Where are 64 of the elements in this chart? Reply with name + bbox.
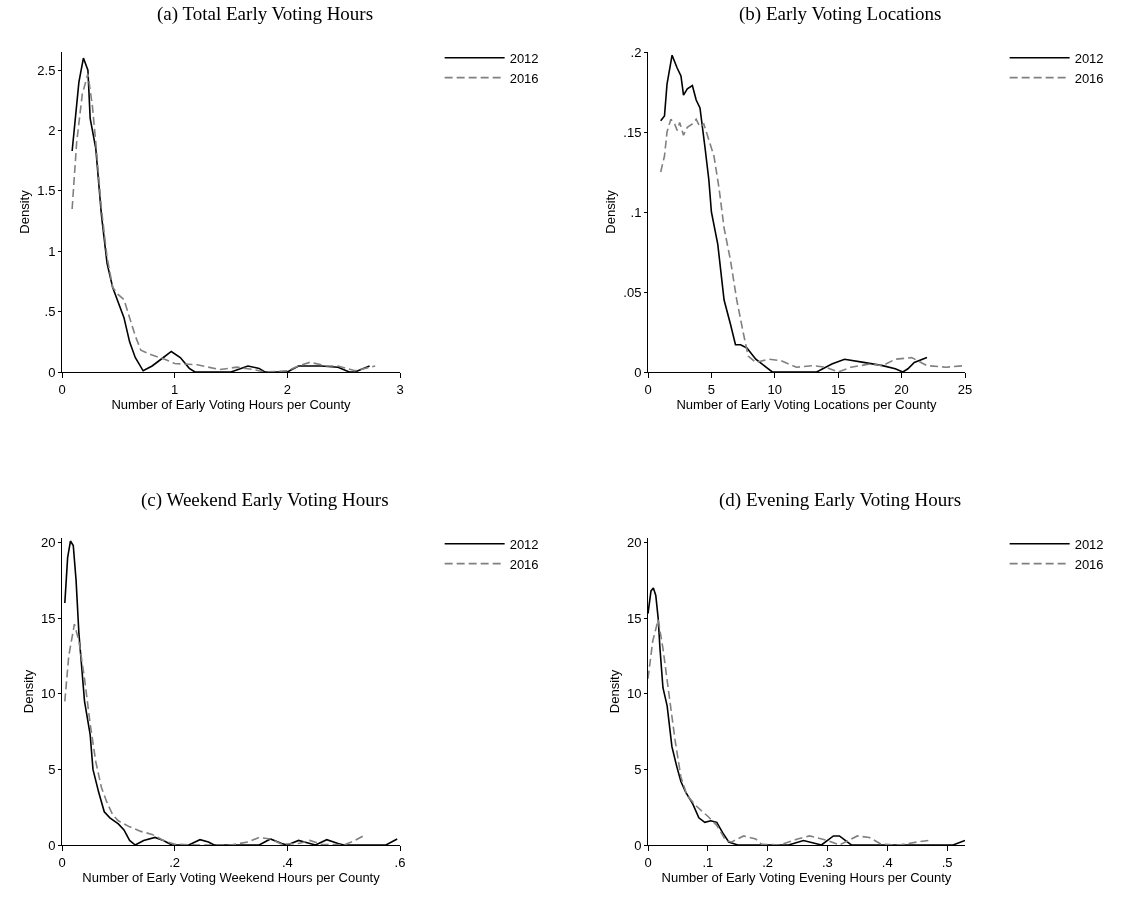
x-tick-label: 5 [707,381,716,397]
y-tick-label: 10 [40,686,56,702]
y-tick-label: .2 [630,44,642,60]
line-series [659,118,965,372]
line-series [648,618,930,845]
x-tick-label: 1 [171,381,179,397]
y-tick-label: 0 [48,837,56,853]
x-tick-label: 15 [830,381,846,397]
y-tick-label: .05 [623,284,642,300]
x-tick-label: 0 [644,381,652,397]
y-tick-label: 5 [48,761,56,777]
line-series [64,623,365,845]
x-axis-title: Number of Early Voting Locations per County [676,396,938,412]
legend-label: 2016 [1074,556,1104,572]
x-tick-label: 0 [644,854,652,870]
y-tick-label: 20 [626,535,642,551]
x-tick-label: .2 [762,854,774,870]
legend-label: 2012 [509,536,539,552]
x-tick-label: .5 [941,854,953,870]
y-tick-label: .15 [623,124,642,140]
x-axis-title: Number of Early Voting Weekend Hours per County [82,869,381,885]
y-tick-label: 2.5 [37,62,56,78]
y-axis-title: Density [17,189,33,234]
y-tick-label: 20 [40,535,56,551]
y-tick-label: .5 [44,304,56,320]
legend-label: 2012 [1074,536,1104,552]
x-tick-label: 3 [396,381,404,397]
chart-title: (b) Early Voting Locations [739,3,942,25]
x-tick-label: 10 [767,381,783,397]
x-tick-label: 20 [894,381,909,397]
legend-label: 2012 [509,50,539,66]
y-tick-label: 0 [48,364,56,380]
x-tick-label: .4 [281,854,293,870]
y-tick-label: 1 [48,243,56,259]
x-axis-title: Number of Early Voting Evening Hours per County [661,869,952,885]
chart-title: (a) Total Early Voting Hours [157,3,374,25]
x-tick-label: 0 [58,381,66,397]
x-tick-label: .2 [169,854,181,870]
y-tick-label: 15 [40,610,56,626]
y-tick-label: 1.5 [37,183,56,199]
y-axis-title: Density [606,669,622,714]
x-axis-title: Number of Early Voting Hours per County [111,396,352,412]
y-tick-label: 5 [634,761,642,777]
x-tick-label: .4 [881,854,893,870]
y-tick-label: .1 [630,204,642,220]
legend-label: 2016 [509,556,539,572]
y-axis-title: Density [20,669,36,714]
y-tick-label: 0 [634,837,642,853]
y-tick-label: 0 [634,364,642,380]
x-tick-label: 0 [58,854,66,870]
x-tick-label: .6 [394,854,406,870]
chart-title: (c) Weekend Early Voting Hours [141,489,389,511]
x-tick-label: .3 [822,854,833,870]
y-tick-label: 10 [626,686,642,702]
y-tick-label: 2 [48,123,56,139]
legend-label: 2016 [509,70,539,86]
y-axis-title: Density [603,189,619,234]
x-tick-label: .1 [702,854,714,870]
legend-label: 2016 [1074,70,1104,86]
y-tick-label: 15 [626,610,642,626]
legend-label: 2012 [1074,50,1104,66]
chart-title: (d) Evening Early Voting Hours [719,489,962,511]
x-tick-label: 25 [957,381,973,397]
x-tick-label: 2 [283,381,291,397]
